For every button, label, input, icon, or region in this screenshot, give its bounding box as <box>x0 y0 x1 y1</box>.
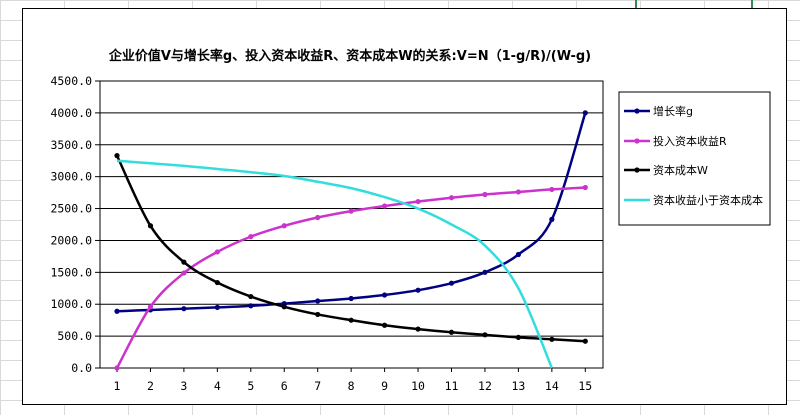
x-tick-label-11: 12 <box>478 379 492 393</box>
series-2-point-14 <box>582 338 588 344</box>
series-1-point-1 <box>147 304 154 310</box>
series-1-point-13 <box>549 186 555 193</box>
legend-label-3: 资本收益小于资本成本 <box>653 193 763 207</box>
plot-area-border <box>99 80 604 369</box>
series-2-point-3 <box>214 279 220 286</box>
legend-marker-1 <box>634 138 640 144</box>
y-tick-label-3: 1500.0 <box>50 265 92 279</box>
y-tick-label-5: 2500.0 <box>50 202 92 216</box>
series-2-point-12 <box>515 334 522 340</box>
series-1-point-0 <box>114 365 120 371</box>
series-1-point-11 <box>482 191 488 198</box>
series-1-point-6 <box>315 214 321 221</box>
series-1-point-10 <box>448 195 455 201</box>
series-2-point-7 <box>348 317 354 323</box>
y-tick-label-0: 0.0 <box>71 361 92 375</box>
x-axis-ticks: 1 2 3 4 5 6 7 8 9 10 11 12 13 14 15 <box>114 368 592 393</box>
series-0-point-2 <box>181 306 187 312</box>
x-tick-label-9: 10 <box>411 379 425 393</box>
x-tick-label-3: 4 <box>214 379 221 393</box>
series-2-point-0 <box>114 153 120 159</box>
legend[interactable]: 增长率g 投入资本收益R 资本成本W 资本收益小于资本成本 <box>618 91 771 226</box>
chart-title: 企业价值V与增长率g、投入资本收益R、资本成本W的关系:V=N（1-g/R)/(… <box>108 48 591 64</box>
series-2-point-5 <box>281 304 287 310</box>
series-0-point-14 <box>582 110 588 116</box>
y-tick-label-8: 4000.0 <box>50 106 92 120</box>
series-0-point-12 <box>515 251 522 258</box>
series-0-point-7 <box>348 295 354 302</box>
x-tick-label-8: 9 <box>381 379 388 393</box>
legend-label-1: 投入资本收益R <box>653 134 727 148</box>
x-tick-label-14: 15 <box>578 379 592 393</box>
x-tick-label-2: 3 <box>180 379 187 393</box>
series-2-point-9 <box>415 326 421 332</box>
x-tick-label-4: 5 <box>247 379 254 393</box>
y-tick-label-1: 500.0 <box>57 329 92 343</box>
selected-column-marker <box>635 0 753 8</box>
series-1-point-9 <box>415 198 421 205</box>
series-2-point-1 <box>147 223 154 229</box>
y-tick-label-9: 4500.0 <box>50 74 92 88</box>
series-2-point-2 <box>181 259 187 265</box>
y-axis-ticks: 0.0 500.0 1000.0 1500.0 2000.0 2500.0 3000.0 35… <box>50 74 100 375</box>
series-1-point-4 <box>248 234 254 240</box>
x-tick-label-10: 11 <box>445 379 459 393</box>
series-0-point-13 <box>549 216 555 222</box>
legend-box <box>618 91 771 226</box>
x-tick-label-6: 7 <box>314 379 321 393</box>
x-tick-label-13: 14 <box>545 379 559 393</box>
x-tick-label-7: 8 <box>348 379 355 393</box>
series-2-point-13 <box>549 336 555 342</box>
series-group <box>114 110 588 371</box>
series-1-point-5 <box>281 223 287 229</box>
y-tick-label-4: 2000.0 <box>50 233 92 247</box>
series-1-point-12 <box>515 189 522 195</box>
x-tick-label-5: 6 <box>281 379 288 393</box>
series-line-3 <box>116 159 554 369</box>
series-0-point-3 <box>214 304 220 311</box>
legend-marker-0 <box>634 108 640 114</box>
x-tick-label-1: 2 <box>147 379 154 393</box>
y-tick-label-7: 3500.0 <box>50 138 92 152</box>
legend-label-2: 资本成本W <box>653 163 708 177</box>
series-line-1 <box>115 186 586 369</box>
y-tick-label-2: 1000.0 <box>50 297 92 311</box>
x-tick-label-0: 1 <box>114 379 121 393</box>
legend-label-0: 增长率g <box>653 104 693 118</box>
series-1-point-7 <box>348 208 354 214</box>
series-2-point-4 <box>248 293 254 300</box>
series-2-point-6 <box>315 311 321 318</box>
series-0-point-0 <box>114 308 120 314</box>
x-tick-label-12: 13 <box>511 379 525 393</box>
gridlines <box>100 80 603 369</box>
series-2-point-11 <box>482 332 488 338</box>
series-1-point-14 <box>582 184 588 191</box>
series-0-point-9 <box>415 287 421 293</box>
series-0-point-6 <box>315 298 321 304</box>
series-2-point-10 <box>448 329 455 335</box>
y-tick-label-6: 3000.0 <box>50 170 92 184</box>
series-2-point-8 <box>382 322 388 328</box>
series-line-2 <box>115 155 586 343</box>
legend-marker-2 <box>634 167 640 173</box>
series-0-point-4 <box>248 303 254 309</box>
series-1-point-8 <box>382 203 388 209</box>
series-1-point-3 <box>214 249 220 255</box>
series-0-point-11 <box>482 269 488 275</box>
series-0-point-8 <box>382 292 388 298</box>
series-1-point-2 <box>181 270 187 276</box>
series-0-point-10 <box>448 280 455 286</box>
